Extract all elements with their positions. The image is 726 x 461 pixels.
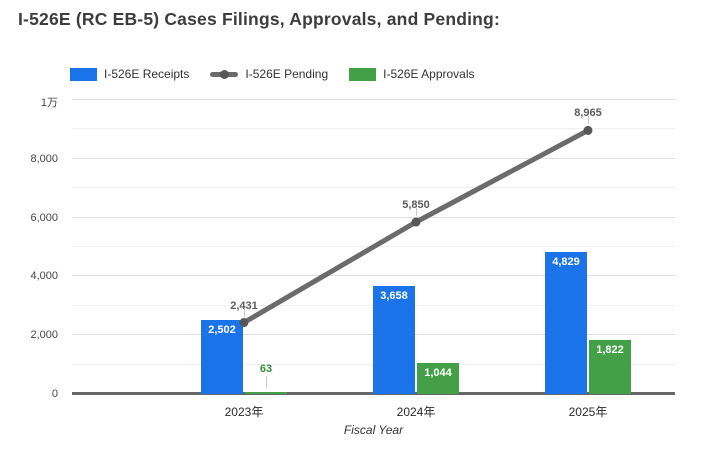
pending-value-label: 2,431 xyxy=(230,299,258,312)
receipts-swatch-icon xyxy=(70,67,97,81)
gridline xyxy=(72,99,675,100)
legend-label-receipts: I-526E Receipts xyxy=(104,67,190,81)
legend-item-receipts: I-526E Receipts xyxy=(70,67,189,81)
x-axis-category-label: 2024年 xyxy=(396,405,436,419)
chart-title: I-526E (RC EB-5) Cases Filings, Approval… xyxy=(18,9,500,29)
annotation-stem xyxy=(587,116,589,125)
legend-item-pending: I-526E Pending xyxy=(210,67,328,81)
y-axis-tick-label: 4,000 xyxy=(30,270,58,283)
pending-point[interactable] xyxy=(239,318,249,328)
approvals-bar[interactable] xyxy=(244,392,287,394)
gridline xyxy=(72,128,675,130)
pending-point[interactable] xyxy=(411,217,421,227)
approvals-swatch-icon xyxy=(349,67,377,81)
gridline xyxy=(72,216,675,218)
legend-item-approvals: I-526E Approvals xyxy=(349,67,475,81)
legend-label-approvals: I-526E Approvals xyxy=(383,67,475,81)
y-axis-tick-label: 8,000 xyxy=(30,152,58,165)
x-axis-category-label: 2025年 xyxy=(568,405,608,419)
pending-value-label: 8,965 xyxy=(574,107,602,120)
approvals-bar-value-label: 1,044 xyxy=(424,367,452,380)
y-axis-tick-label: 2,000 xyxy=(30,329,58,342)
receipts-bar-value-label: 2,502 xyxy=(208,324,236,337)
annotation-stem xyxy=(243,308,245,317)
receipts-bar-value-label: 3,658 xyxy=(380,290,408,303)
approvals-bar[interactable] xyxy=(417,363,459,394)
plot-area: 0 2,000 4,000 6,000 8,000 1万 2,502 63 2023年 3,658… xyxy=(30,97,675,437)
gridline xyxy=(72,187,675,189)
x-axis-title: Fiscal Year xyxy=(343,423,404,437)
approvals-bar-value-label: 63 xyxy=(259,363,273,376)
receipts-bar-value-label: 4,829 xyxy=(552,256,580,269)
receipts-bar[interactable] xyxy=(200,320,243,394)
y-axis-tick-label: 0 xyxy=(51,388,58,400)
approvals-bar[interactable] xyxy=(588,340,631,394)
gridline xyxy=(72,157,675,159)
receipts-bar[interactable] xyxy=(373,286,415,394)
pending-line-swatch-icon xyxy=(210,68,239,81)
pending-line-layer xyxy=(239,125,593,328)
y-axis-tick-label: 1万 xyxy=(40,97,58,109)
receipts-bar[interactable] xyxy=(544,252,587,394)
annotation-stem xyxy=(265,376,267,389)
pending-point[interactable] xyxy=(583,125,593,135)
annotation-stem xyxy=(416,208,417,216)
pending-value-label: 5,850 xyxy=(402,199,430,211)
approvals-bar-value-label: 1,822 xyxy=(596,344,624,357)
legend-label-pending: I-526E Pending xyxy=(245,67,329,81)
gridline xyxy=(72,275,675,277)
legend: I-526E Receipts I-526E Pending I-526E Ap… xyxy=(70,67,475,81)
x-axis-category-label: 2023年 xyxy=(224,405,264,419)
y-axis-tick-label: 6,000 xyxy=(30,211,58,224)
